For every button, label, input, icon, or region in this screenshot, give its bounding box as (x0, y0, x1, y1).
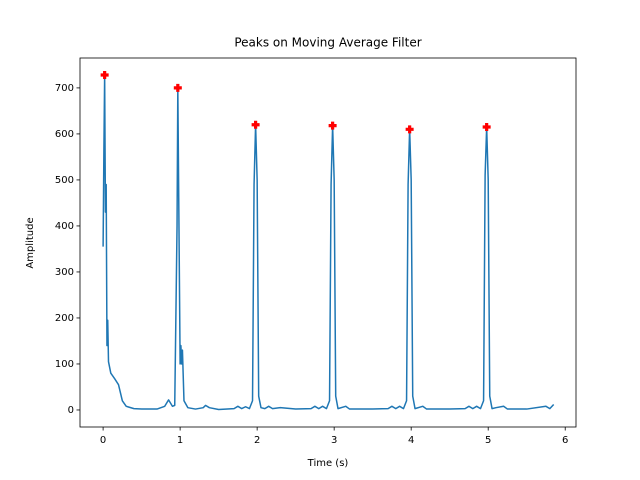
y-tick-label: 200 (55, 313, 74, 324)
signal-line (102, 74, 555, 411)
x-tick-label: 4 (408, 435, 414, 446)
y-axis-label: Amplitude (25, 217, 36, 268)
chart-title: Peaks on Moving Average Filter (234, 36, 421, 50)
x-tick-label: 1 (177, 435, 183, 446)
y-tick-label: 700 (55, 83, 74, 94)
y-tick-label: 600 (55, 129, 74, 140)
x-tick-label: 6 (562, 435, 568, 446)
peak-marker (251, 120, 260, 129)
peak-marker (100, 71, 109, 80)
y-tick-label: 100 (55, 359, 74, 370)
plot-frame (79, 57, 577, 428)
peak-marker (405, 125, 414, 134)
y-tick-label: 400 (55, 221, 74, 232)
peak-marker (173, 83, 182, 92)
y-tick-label: 300 (55, 267, 74, 278)
peak-marker (328, 121, 337, 130)
x-tick-label: 2 (254, 435, 260, 446)
peak-marker (482, 123, 491, 132)
x-axis-label: Time (s) (307, 458, 349, 469)
y-tick-label: 500 (55, 175, 74, 186)
x-tick-label: 0 (100, 435, 106, 446)
x-tick-label: 5 (485, 435, 491, 446)
y-tick-label: 0 (68, 405, 74, 416)
x-tick-label: 3 (331, 435, 337, 446)
